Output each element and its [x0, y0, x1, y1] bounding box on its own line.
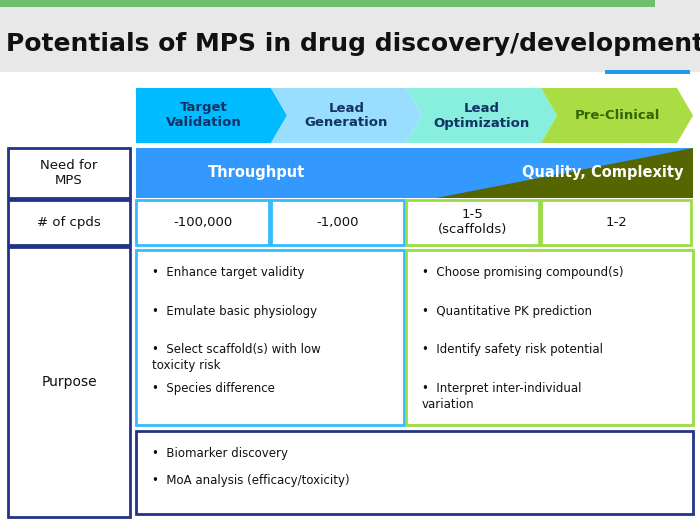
Polygon shape — [136, 148, 693, 198]
Polygon shape — [136, 148, 693, 198]
Text: •  Interpret inter-individual
variation: • Interpret inter-individual variation — [422, 382, 582, 411]
Bar — [8, 148, 130, 198]
Text: Quality, Complexity: Quality, Complexity — [522, 166, 683, 180]
Text: Pre-Clinical: Pre-Clinical — [574, 109, 659, 122]
Text: 1-5
(scaffolds): 1-5 (scaffolds) — [438, 208, 508, 237]
Text: Throughput: Throughput — [207, 166, 304, 180]
Bar — [605, 70, 690, 74]
Text: •  Identify safety risk potential: • Identify safety risk potential — [422, 343, 603, 357]
Bar — [136, 200, 269, 245]
Text: Lead
Generation: Lead Generation — [304, 102, 389, 129]
Text: •  Quantitative PK prediction: • Quantitative PK prediction — [422, 305, 592, 318]
Text: •  Biomarker discovery: • Biomarker discovery — [152, 447, 288, 460]
Text: 1-2: 1-2 — [605, 216, 627, 229]
Text: Purpose: Purpose — [41, 375, 97, 389]
Text: •  Emulate basic physiology: • Emulate basic physiology — [152, 305, 317, 318]
Bar — [406, 250, 693, 425]
Bar — [271, 200, 404, 245]
Text: -1,000: -1,000 — [316, 216, 358, 229]
Text: Target
Validation: Target Validation — [166, 102, 242, 129]
Bar — [136, 250, 404, 425]
Bar — [8, 247, 130, 517]
Text: # of cpds: # of cpds — [37, 216, 101, 229]
Text: Need for
MPS: Need for MPS — [41, 159, 98, 187]
Polygon shape — [406, 88, 557, 143]
Bar — [406, 200, 539, 245]
Bar — [0, 0, 655, 7]
Text: •  Enhance target validity: • Enhance target validity — [152, 266, 304, 279]
Text: Lead
Optimization: Lead Optimization — [433, 102, 530, 129]
Bar — [8, 200, 130, 245]
Text: Potentials of MPS in drug discovery/development: Potentials of MPS in drug discovery/deve… — [6, 32, 700, 56]
Text: •  Species difference: • Species difference — [152, 382, 275, 395]
Bar — [136, 431, 693, 514]
Polygon shape — [541, 88, 693, 143]
Text: •  MoA analysis (efficacy/toxicity): • MoA analysis (efficacy/toxicity) — [152, 474, 349, 487]
Bar — [0, 72, 700, 526]
Polygon shape — [136, 88, 287, 143]
Text: -100,000: -100,000 — [173, 216, 232, 229]
Text: •  Select scaffold(s) with low
toxicity risk: • Select scaffold(s) with low toxicity r… — [152, 343, 321, 372]
Text: •  Choose promising compound(s): • Choose promising compound(s) — [422, 266, 624, 279]
Bar — [541, 200, 691, 245]
Polygon shape — [271, 88, 422, 143]
